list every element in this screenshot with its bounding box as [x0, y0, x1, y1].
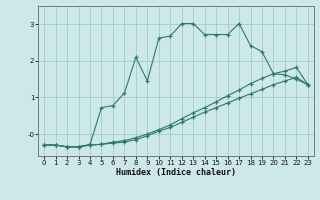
X-axis label: Humidex (Indice chaleur): Humidex (Indice chaleur) [116, 168, 236, 177]
